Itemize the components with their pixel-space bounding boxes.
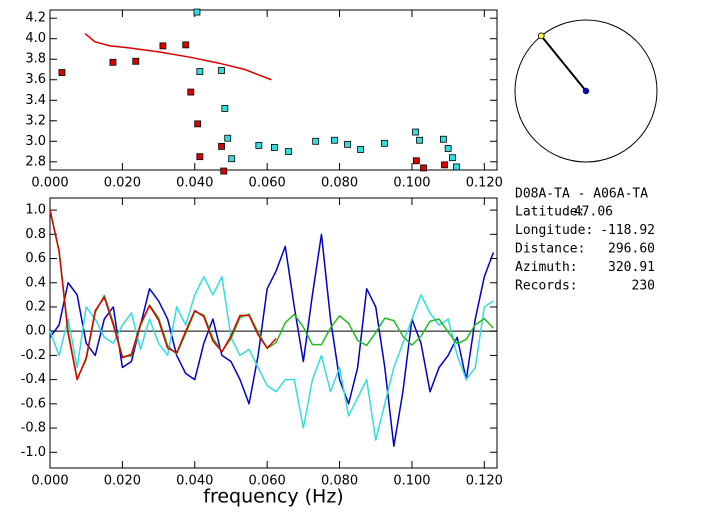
x-axis-title: frequency (Hz) — [203, 486, 343, 508]
data-point — [441, 161, 448, 169]
x-tick-label: 0.060 — [249, 176, 286, 191]
y-tick-label: 2.8 — [25, 154, 46, 169]
y-tick-label: -1.0 — [21, 445, 46, 460]
y-tick-label: 0.4 — [25, 275, 46, 290]
data-point — [224, 134, 232, 142]
y-tick-label: 3.8 — [25, 52, 46, 67]
station-point — [537, 32, 545, 40]
x-tick-label: 0.000 — [31, 176, 68, 191]
data-point — [285, 148, 292, 155]
data-point — [453, 163, 460, 171]
data-point — [220, 167, 228, 175]
y-tick-label: 0.8 — [25, 227, 46, 242]
x-tick-label: 0.040 — [176, 176, 213, 191]
data-point — [196, 68, 204, 75]
x-tick-label: 0.120 — [466, 176, 503, 191]
y-tick-label: 4.2 — [25, 11, 46, 26]
data-point — [381, 139, 388, 147]
data-point — [312, 137, 320, 145]
x-tick-label: 0.000 — [31, 474, 68, 489]
y-tick-label: -0.8 — [21, 421, 46, 436]
data-point — [440, 135, 447, 143]
x-tick-label: 0.080 — [321, 474, 358, 489]
x-tick-label: 0.060 — [249, 474, 286, 489]
data-point — [196, 153, 204, 161]
x-tick-label: 0.040 — [176, 474, 213, 489]
data-point — [412, 128, 419, 136]
data-point — [357, 146, 364, 153]
x-tick-label: 0.020 — [104, 474, 141, 489]
info-value: 320.91 — [608, 260, 655, 275]
data-point — [182, 41, 190, 49]
data-point — [331, 136, 338, 144]
info-label: Latitude: — [515, 205, 585, 220]
data-point — [218, 143, 225, 150]
y-tick-label: -0.6 — [21, 396, 46, 411]
data-point — [449, 154, 456, 162]
y-tick-label: 3.4 — [25, 93, 46, 108]
azimuth-line — [540, 35, 587, 92]
x-tick-label: 0.120 — [466, 474, 503, 489]
y-tick-label: 0.2 — [25, 299, 46, 314]
y-tick-label: 1.0 — [25, 203, 46, 218]
x-tick-label: 0.080 — [321, 176, 358, 191]
x-tick-label: 0.100 — [393, 474, 430, 489]
data-point — [255, 141, 263, 149]
x-tick-label: 0.020 — [104, 176, 141, 191]
data-point — [194, 120, 202, 128]
series-line — [49, 209, 277, 381]
data-point — [221, 105, 229, 112]
info-label: Longitude: — [515, 223, 593, 238]
data-point — [444, 145, 452, 152]
data-point — [218, 67, 225, 74]
data-point — [109, 58, 117, 66]
info-value: 230 — [632, 279, 655, 294]
y-tick-label: -0.2 — [21, 348, 46, 363]
data-point — [132, 57, 140, 65]
azimuth-circle — [514, 19, 658, 163]
data-point — [271, 144, 278, 151]
series-line — [49, 233, 495, 447]
info-value: 47.06 — [574, 205, 613, 220]
data-point — [412, 157, 420, 165]
data-point — [420, 164, 427, 172]
series-line — [49, 209, 494, 380]
data-point — [344, 140, 351, 148]
series-line — [49, 275, 494, 441]
y-tick-label: 3.0 — [25, 134, 46, 149]
dispersion-curve — [84, 33, 272, 81]
plot-frame — [49, 9, 498, 171]
y-tick-label: 0.0 — [25, 324, 46, 339]
info-label: Distance: — [515, 242, 585, 257]
y-tick-label: 3.6 — [25, 72, 46, 87]
y-tick-label: 4.0 — [25, 31, 46, 46]
y-tick-label: -0.4 — [21, 372, 46, 387]
data-point — [159, 42, 167, 50]
info-label: Records: — [515, 279, 578, 294]
data-point — [416, 136, 423, 144]
data-point — [228, 155, 236, 163]
info-title: D08A-TA - A06A-TA — [515, 187, 648, 202]
station-center — [582, 87, 590, 95]
info-value: 296.60 — [608, 242, 655, 257]
data-point — [58, 69, 66, 76]
y-tick-label: 3.2 — [25, 113, 46, 128]
info-value: -118.92 — [600, 223, 655, 238]
data-point — [193, 8, 201, 16]
x-tick-label: 0.100 — [393, 176, 430, 191]
y-tick-label: 0.6 — [25, 251, 46, 266]
data-point — [187, 88, 195, 96]
info-label: Azimuth: — [515, 260, 578, 275]
